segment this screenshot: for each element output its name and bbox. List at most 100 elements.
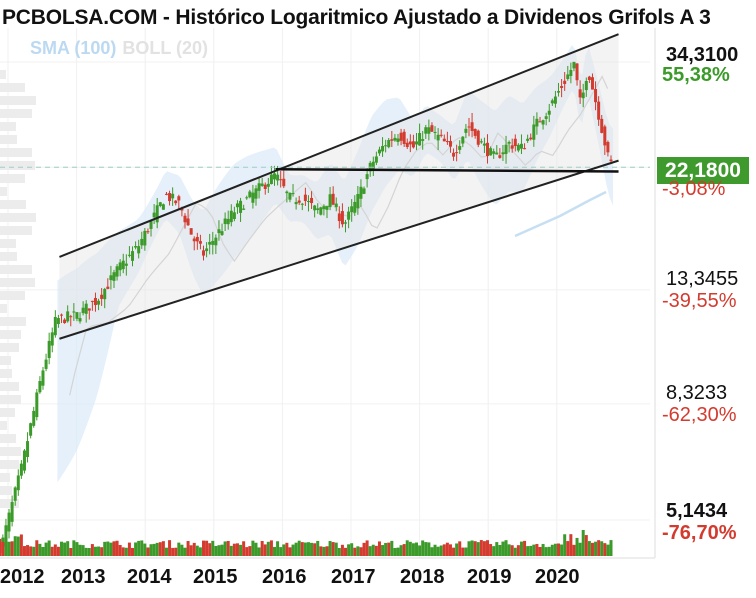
candle-body xyxy=(50,332,54,346)
volume-profile-bar xyxy=(0,122,16,131)
candle-body xyxy=(7,512,11,532)
candle-body xyxy=(331,193,335,205)
candle-body xyxy=(513,138,517,147)
volume-bar xyxy=(127,542,131,556)
candle-body xyxy=(38,381,42,393)
volume-bar xyxy=(396,547,400,556)
candle-body xyxy=(72,311,76,313)
candle-body xyxy=(538,121,542,123)
candle-body xyxy=(217,229,221,234)
channel-fill xyxy=(59,34,619,339)
volume-bar xyxy=(547,546,551,556)
candle-body xyxy=(603,126,607,146)
volume-bar xyxy=(356,546,360,556)
volume-bar xyxy=(26,545,30,556)
volume-bar xyxy=(399,545,403,556)
x-tick-label: 2015 xyxy=(193,566,238,588)
volume-bar xyxy=(523,540,527,556)
volume-bar xyxy=(411,543,415,556)
candle-body xyxy=(461,136,465,144)
bollinger-band xyxy=(57,44,614,483)
pct-label-top: 55,38% xyxy=(662,64,730,86)
volume-bar xyxy=(19,534,23,556)
candle-body xyxy=(235,203,239,208)
volume-bar xyxy=(381,545,385,556)
candle-body xyxy=(53,316,57,336)
volume-bar xyxy=(442,544,446,556)
boll-lower-line xyxy=(514,190,607,238)
x-tick-label: 2018 xyxy=(400,566,445,588)
volume-bar xyxy=(470,540,474,556)
candle-body xyxy=(124,263,128,266)
volume-bar xyxy=(384,542,388,556)
volume-bar xyxy=(78,544,82,556)
x-tick-label: 2017 xyxy=(331,566,376,588)
volume-bar xyxy=(211,540,215,556)
current-price-badge: 22,1800 xyxy=(657,157,749,184)
volume-bar xyxy=(572,544,576,556)
candle-body xyxy=(418,133,422,146)
volume-bar xyxy=(32,546,36,556)
volume-bar xyxy=(350,543,354,556)
volume-bar xyxy=(374,545,378,556)
volume-bar xyxy=(53,544,57,556)
volume-bar xyxy=(115,540,119,556)
volume-bar xyxy=(331,542,335,556)
volume-profile-bar xyxy=(0,408,15,417)
volume-profile-bar xyxy=(0,161,35,170)
candle-body xyxy=(100,294,104,299)
candle-body xyxy=(294,202,298,205)
volume-bar xyxy=(393,547,397,556)
volume-bar xyxy=(347,544,351,556)
volume-bar xyxy=(377,541,381,556)
candle-body xyxy=(353,201,357,213)
volume-bar xyxy=(544,547,548,556)
candle-body xyxy=(279,179,283,181)
volume-bar xyxy=(507,544,511,556)
candle-body xyxy=(575,63,579,81)
candle-body xyxy=(297,200,301,203)
volume-profile-bar xyxy=(0,499,19,508)
volume-bar xyxy=(415,542,419,556)
candle-body xyxy=(421,139,425,141)
volume-bar xyxy=(424,542,428,556)
candle-body xyxy=(442,138,446,142)
candle-body xyxy=(22,450,26,471)
price-label-top: 34,3100 xyxy=(666,44,739,66)
volume-bar xyxy=(180,544,184,556)
volume-bar xyxy=(254,542,258,556)
candle-body xyxy=(29,423,33,436)
candle-body xyxy=(300,203,304,205)
candle-body xyxy=(134,246,138,248)
volume-bar xyxy=(137,540,141,556)
volume-profile-bar xyxy=(0,265,32,274)
candle-body xyxy=(310,197,314,204)
volume-profile-bar xyxy=(0,317,26,326)
volume-bar xyxy=(282,544,286,556)
volume-bar xyxy=(97,546,101,556)
volume-bar xyxy=(90,544,94,556)
volume-bar xyxy=(300,542,304,556)
candle-body xyxy=(26,441,30,458)
candle-body xyxy=(359,186,363,199)
candle-body xyxy=(248,191,252,198)
volume-bar xyxy=(109,542,113,556)
volume-bar xyxy=(439,545,443,556)
volume-bar xyxy=(600,541,604,556)
volume-bar xyxy=(297,540,301,556)
volume-bar xyxy=(291,544,295,556)
candle-body xyxy=(408,141,412,145)
candle-body xyxy=(550,100,554,104)
volume-profile-bar xyxy=(0,213,36,222)
candle-body xyxy=(118,262,122,271)
candle-body xyxy=(377,149,381,154)
candle-body xyxy=(544,116,548,119)
volume-bar xyxy=(467,541,471,556)
volume-bar xyxy=(124,547,128,556)
volume-bar xyxy=(69,547,73,556)
price-label-mid: 13,3455 xyxy=(666,268,739,290)
candle-body xyxy=(306,201,310,203)
candle-body xyxy=(581,92,585,99)
volume-bar xyxy=(251,540,255,556)
candle-body xyxy=(257,183,261,191)
